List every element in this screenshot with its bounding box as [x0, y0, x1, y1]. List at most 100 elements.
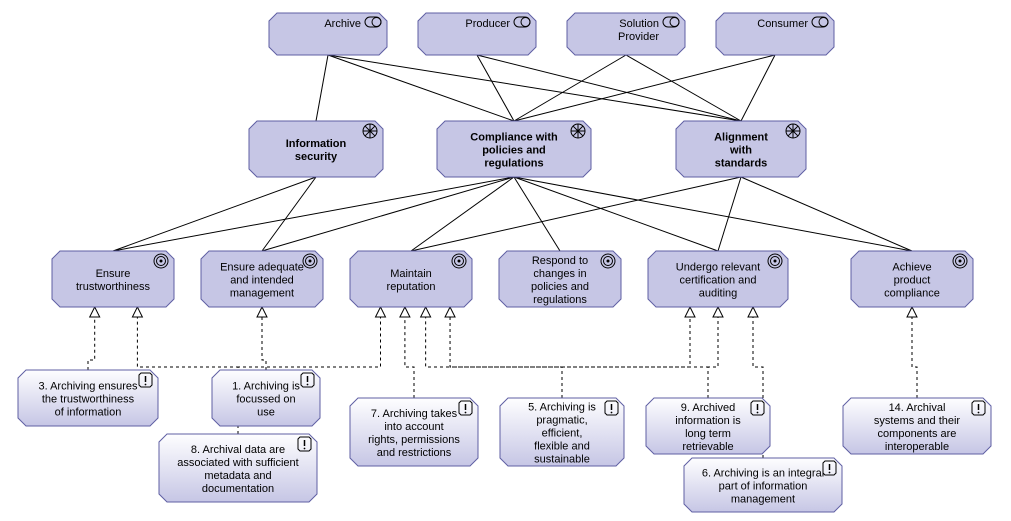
- node-label: Maintain: [390, 268, 432, 280]
- node-label: associated with sufficient: [177, 457, 298, 469]
- arrowhead-open: [713, 307, 723, 317]
- node-label: Solution: [619, 18, 659, 30]
- arrowhead-open: [748, 307, 758, 317]
- node-label: with: [729, 145, 752, 157]
- node-label: use: [257, 407, 275, 419]
- node-label: long term: [685, 428, 731, 440]
- node-label: Alignment: [714, 132, 768, 144]
- node-label: documentation: [202, 483, 274, 495]
- node-label: metadata and: [204, 470, 271, 482]
- node-label: Producer: [465, 18, 510, 30]
- node-label: 9. Archived: [681, 402, 735, 414]
- node-label: Information: [286, 138, 347, 150]
- node-archive: Archive: [269, 13, 387, 55]
- edge-realization: [405, 317, 414, 398]
- node-label: Ensure: [96, 268, 131, 280]
- node-label: focussed on: [236, 394, 295, 406]
- node-label: sustainable: [534, 454, 590, 466]
- node-g_audit: Undergo relevantcertification andauditin…: [648, 251, 788, 307]
- node-label: regulations: [484, 158, 543, 170]
- node-infosec: Informationsecurity: [249, 121, 383, 177]
- node-producer: Producer: [418, 13, 536, 55]
- node-label: flexible and: [534, 441, 590, 453]
- node-label: Respond to: [532, 255, 588, 267]
- edge-realization: [426, 317, 562, 398]
- node-label: regulations: [533, 294, 587, 306]
- node-label: compliance: [884, 288, 940, 300]
- node-alignment: Alignmentwithstandards: [676, 121, 806, 177]
- edge-association: [328, 55, 514, 121]
- edge-association: [514, 177, 560, 251]
- arrowhead-open: [685, 307, 695, 317]
- arrowhead-open: [907, 307, 917, 317]
- goal-icon: [768, 254, 782, 268]
- edge-association: [514, 177, 912, 251]
- goal-icon: [601, 254, 615, 268]
- node-solprov: SolutionProvider: [567, 13, 685, 55]
- node-g_respond: Respond tochanges inpolicies andregulati…: [499, 251, 621, 307]
- edge-realization: [708, 317, 718, 398]
- goal-icon: [452, 254, 466, 268]
- node-label: Achieve: [892, 262, 931, 274]
- node-label: retrievable: [682, 441, 733, 453]
- node-label: 5. Archiving is: [528, 402, 596, 414]
- node-p14: 14. Archivalsystems and theircomponents …: [843, 398, 991, 454]
- arrowhead-open: [90, 307, 100, 317]
- node-label: Archive: [324, 18, 361, 30]
- edge-association: [741, 55, 775, 121]
- edge-association: [514, 55, 775, 121]
- node-label: management: [731, 494, 795, 506]
- node-label: the trustworthiness: [42, 394, 135, 406]
- node-label: policies and: [531, 281, 589, 293]
- node-label: and restrictions: [377, 447, 452, 459]
- node-p3: 3. Archiving ensuresthe trustworthinesso…: [18, 370, 158, 426]
- edge-association: [262, 177, 316, 251]
- node-p8: 8. Archival data areassociated with suff…: [159, 434, 317, 502]
- node-p9: 9. Archivedinformation islong termretrie…: [646, 398, 770, 454]
- arrowhead-open: [132, 307, 142, 317]
- node-layer: ArchiveProducerSolutionProviderConsumerI…: [18, 13, 991, 512]
- node-label: components are: [878, 428, 957, 440]
- node-label: management: [230, 288, 294, 300]
- arrowhead-open: [376, 307, 386, 317]
- node-label: 14. Archival: [889, 402, 946, 414]
- edge-realization: [912, 317, 917, 398]
- node-g_reput: Maintainreputation: [350, 251, 472, 307]
- node-label: 3. Archiving ensures: [38, 381, 138, 393]
- edge-association: [514, 177, 718, 251]
- goal-icon: [303, 254, 317, 268]
- node-label: reputation: [387, 281, 436, 293]
- node-g_trust: Ensuretrustworthiness: [52, 251, 174, 307]
- edge-realization: [562, 317, 690, 398]
- edge-association: [113, 177, 316, 251]
- node-p7: 7. Archiving takesinto accountrights, pe…: [350, 398, 478, 466]
- edge-association: [328, 55, 741, 121]
- edge-association: [316, 55, 328, 121]
- node-label: interoperable: [885, 441, 949, 453]
- arrowhead-open: [257, 307, 267, 317]
- node-compliance: Compliance withpolicies andregulations: [437, 121, 591, 177]
- node-label: pragmatic,: [536, 415, 587, 427]
- node-label: policies and: [482, 145, 546, 157]
- node-label: 7. Archiving takes: [371, 408, 458, 420]
- node-label: of information: [55, 407, 122, 419]
- node-label: standards: [715, 158, 768, 170]
- edge-association: [262, 177, 514, 251]
- edge-association: [477, 55, 514, 121]
- node-label: into account: [384, 421, 443, 433]
- edge-association: [718, 177, 741, 251]
- node-label: 6. Archiving is an integral: [702, 468, 824, 480]
- node-g_product: Achieveproductcompliance: [851, 251, 973, 307]
- arrowhead-open: [400, 307, 410, 317]
- driver-icon: [786, 124, 800, 138]
- node-label: Compliance with: [470, 132, 558, 144]
- node-label: rights, permissions: [368, 434, 460, 446]
- goal-icon: [953, 254, 967, 268]
- driver-icon: [363, 124, 377, 138]
- node-p5: 5. Archiving ispragmatic,efficient,flexi…: [500, 398, 624, 466]
- node-label: Provider: [618, 31, 659, 43]
- node-label: and intended: [230, 275, 294, 287]
- goal-icon: [154, 254, 168, 268]
- node-label: trustworthiness: [76, 281, 150, 293]
- archimate-diagram: ArchiveProducerSolutionProviderConsumerI…: [0, 0, 1011, 521]
